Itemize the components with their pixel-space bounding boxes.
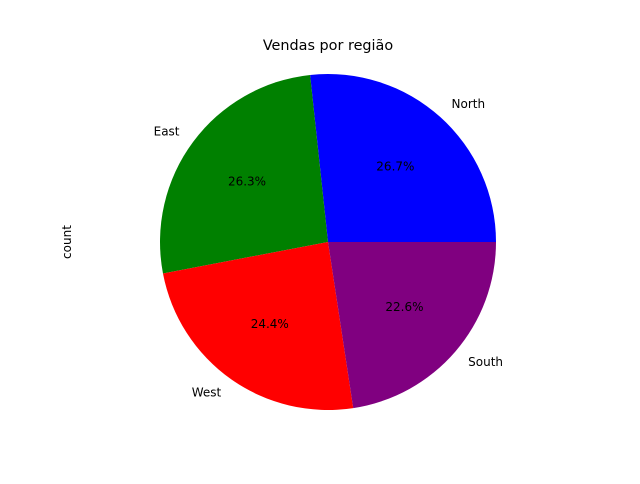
pie-slice-north xyxy=(310,74,496,242)
slice-label-west: West xyxy=(192,385,222,399)
slice-percent-west: 24.4% xyxy=(251,317,289,331)
pie-slice-east xyxy=(160,74,328,274)
slice-percent-east: 26.3% xyxy=(228,174,266,188)
pie-slice-south xyxy=(328,242,496,409)
slice-percent-north: 26.7% xyxy=(376,160,414,174)
slice-percent-labels: 26.7% 26.3% 24.4% 22.6% xyxy=(228,160,424,331)
slice-percent-south: 22.6% xyxy=(385,300,423,314)
y-axis-label: count xyxy=(60,225,74,259)
pie-slices xyxy=(160,74,496,410)
slice-label-south: South xyxy=(468,355,503,369)
slice-labels: North East West South xyxy=(154,97,503,399)
pie-slice-west xyxy=(162,242,354,410)
slice-label-north: North xyxy=(452,97,486,111)
chart-title: Vendas por região xyxy=(263,38,394,54)
slice-label-east: East xyxy=(154,124,180,138)
